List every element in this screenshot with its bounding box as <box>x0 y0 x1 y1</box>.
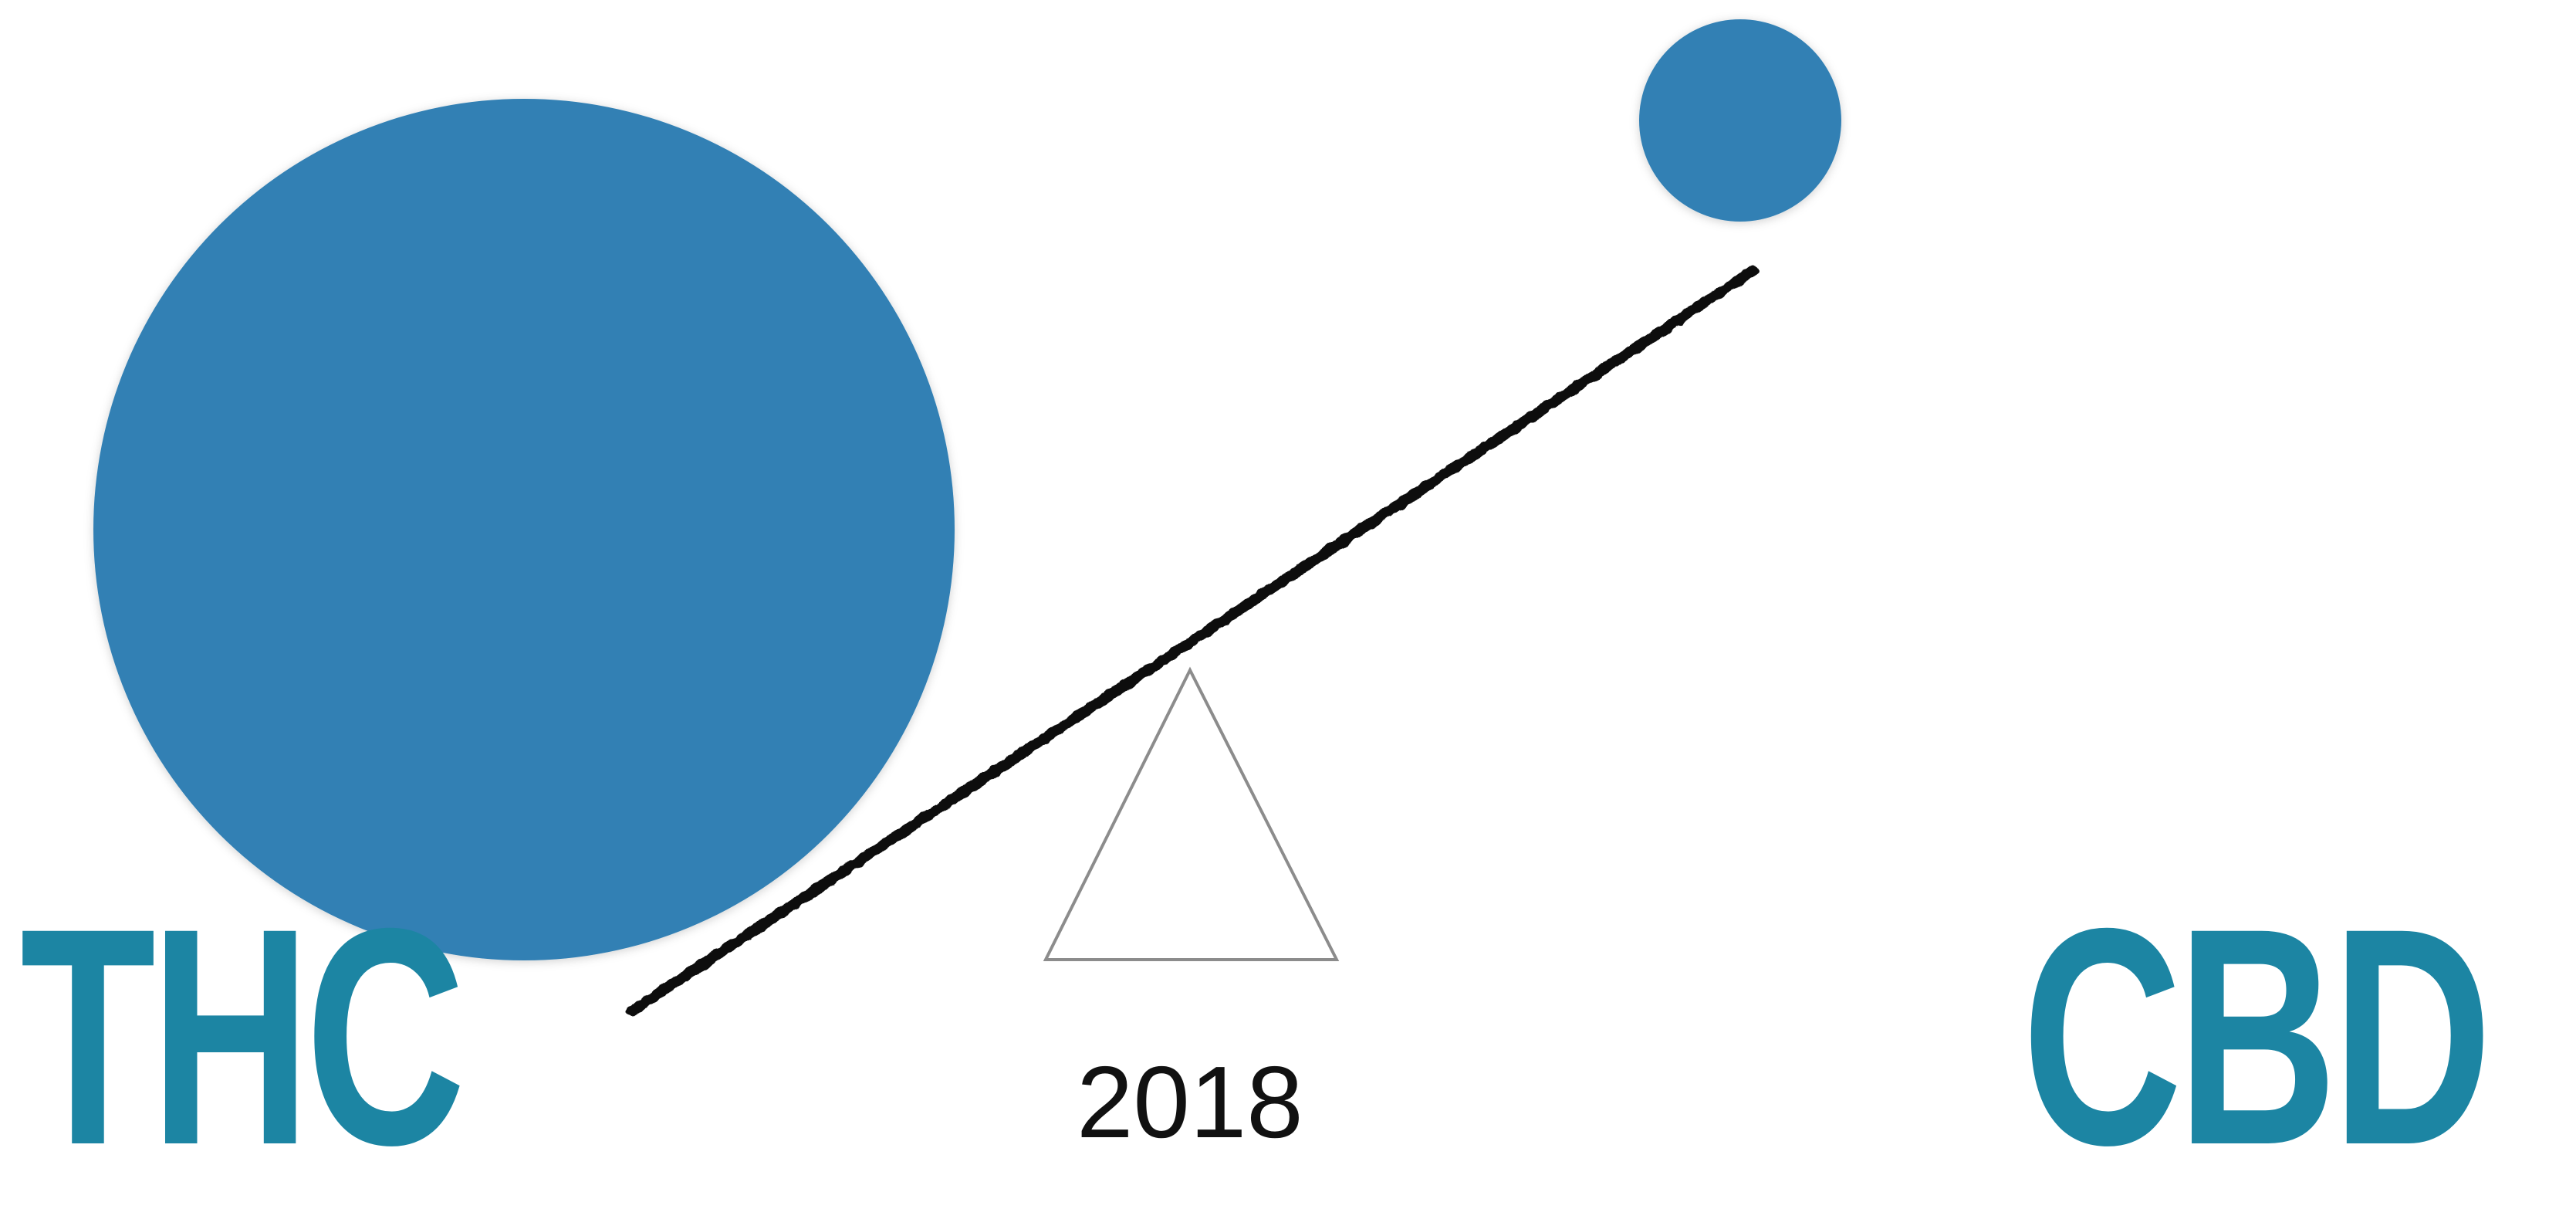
seesaw-diagram: THC CBD 2018 <box>20 19 2493 1191</box>
triangle-fulcrum-icon <box>1043 666 1340 961</box>
seesaw-illustration <box>93 19 1841 1017</box>
cbd-small-circle <box>1639 19 1841 222</box>
thc-large-circle <box>93 99 955 960</box>
seesaw-group <box>93 19 1841 1017</box>
thc-label: THC <box>20 864 465 1209</box>
seesaw-beam <box>626 265 1759 1017</box>
year-label: 2018 <box>1077 1045 1303 1159</box>
cbd-label: CBD <box>2022 864 2493 1209</box>
